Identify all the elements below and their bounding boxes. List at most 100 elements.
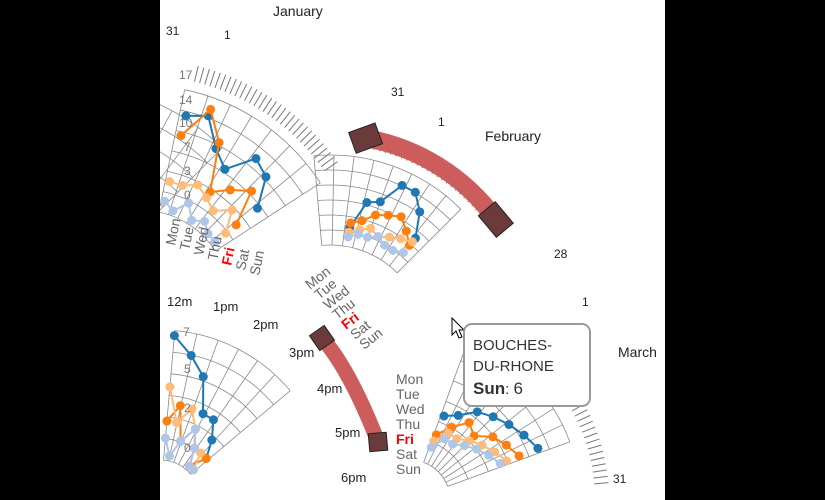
- radial-tick: 7: [184, 140, 191, 154]
- mar-weekday-label: Sun: [396, 461, 421, 477]
- grid-spoke: [160, 110, 173, 134]
- mar-weekday-label: Fri: [396, 431, 414, 447]
- data-point: [343, 232, 353, 242]
- grid-arc: [321, 244, 398, 274]
- data-point: [221, 228, 231, 238]
- radial-tick: 3: [184, 164, 191, 178]
- hour-value-tick: 7: [183, 325, 190, 339]
- day-tick: [587, 444, 602, 450]
- day-tick: [589, 450, 604, 456]
- data-point: [201, 453, 211, 463]
- feb-day-first: 1: [438, 115, 445, 129]
- tooltip: BOUCHES- DU-RHONE Sun: 6: [463, 323, 591, 407]
- grid-spoke: [160, 127, 199, 180]
- data-point: [410, 187, 420, 197]
- hour-value-tick: 5: [184, 362, 191, 376]
- tooltip-day: Sun: [473, 379, 506, 398]
- grid-arc: [160, 176, 179, 193]
- day-tick: [234, 81, 243, 97]
- radial-chart[interactable]: January February March 1 31 31 1 28 1 31…: [160, 0, 665, 500]
- radial-tick: 0: [184, 188, 191, 202]
- data-point: [514, 451, 524, 461]
- jan-day-last: 31: [391, 85, 405, 99]
- chart-stage[interactable]: January February March 1 31 31 1 28 1 31…: [160, 0, 665, 500]
- data-point: [426, 442, 436, 452]
- data-point: [214, 138, 224, 148]
- mar-weekday-label: Tue: [396, 386, 420, 402]
- data-point: [366, 223, 376, 233]
- day-tick: [310, 143, 324, 155]
- data-point: [501, 440, 511, 450]
- data-point: [188, 465, 198, 475]
- grid-arc: [180, 109, 304, 195]
- day-tick: [581, 426, 596, 433]
- day-tick: [288, 118, 300, 132]
- data-point: [439, 411, 449, 421]
- hour-value-tick: 2: [184, 401, 191, 415]
- data-point: [388, 245, 398, 255]
- hour-tick: 5pm: [335, 425, 360, 440]
- data-point: [253, 203, 263, 213]
- data-point: [160, 433, 170, 443]
- data-point: [181, 111, 191, 121]
- mar-weekday-label: Mon: [396, 371, 423, 387]
- data-point: [519, 430, 529, 440]
- hour-value-tick: 0: [184, 441, 191, 455]
- data-point: [488, 432, 498, 442]
- data-point: [362, 232, 372, 242]
- month-label-february: February: [485, 128, 541, 144]
- day-tick: [296, 126, 308, 139]
- data-point: [176, 131, 186, 141]
- data-point: [208, 206, 218, 216]
- data-point: [396, 212, 406, 222]
- data-point: [448, 439, 458, 449]
- day-tick: [267, 101, 277, 115]
- data-point: [384, 232, 394, 242]
- data-point: [231, 220, 241, 230]
- jan-weekday-label: Sat: [232, 248, 252, 272]
- grid-arc: [184, 89, 321, 184]
- data-point: [187, 215, 197, 225]
- day-tick: [258, 94, 268, 109]
- chart-series: [160, 104, 543, 475]
- brushes[interactable]: [308, 122, 514, 453]
- data-point: [201, 193, 211, 203]
- day-tick: [320, 156, 335, 167]
- day-tick: [229, 78, 237, 94]
- data-point: [200, 216, 210, 226]
- tooltip-value-row: Sun: 6: [473, 377, 581, 401]
- data-point: [453, 410, 463, 420]
- data-point: [208, 415, 218, 425]
- chart-labels: January February March 1 31 31 1 28 1 31…: [166, 3, 657, 486]
- day-tick: [219, 74, 227, 90]
- day-tick: [593, 475, 608, 479]
- grid-arc: [160, 127, 208, 163]
- brush-handle-start: [348, 122, 384, 154]
- grid-spoke: [160, 147, 223, 211]
- data-point: [162, 416, 172, 426]
- grid-spoke: [313, 155, 323, 246]
- day-tick: [584, 432, 598, 439]
- hour-tick: 2pm: [253, 317, 278, 332]
- mar-weekday-label: Thu: [396, 416, 420, 432]
- tooltip-value: 6: [513, 379, 523, 398]
- data-point: [165, 382, 175, 392]
- data-point: [380, 240, 390, 250]
- tooltip-separator: :: [505, 381, 510, 398]
- data-point: [203, 229, 213, 239]
- data-point: [440, 434, 450, 444]
- grid-arc: [175, 130, 286, 206]
- day-tick: [214, 72, 221, 89]
- grid-spoke: [160, 89, 186, 208]
- data-point: [396, 234, 406, 244]
- day-tick: [307, 138, 320, 151]
- day-tick: [284, 114, 296, 128]
- data-point: [488, 412, 498, 422]
- tooltip-region-line2: DU-RHONE: [473, 358, 554, 375]
- data-point: [175, 401, 185, 411]
- hour-tick: 1pm: [213, 299, 238, 314]
- data-point: [484, 450, 494, 460]
- data-point: [459, 441, 469, 451]
- day-tick: [239, 83, 248, 99]
- data-point: [362, 197, 372, 207]
